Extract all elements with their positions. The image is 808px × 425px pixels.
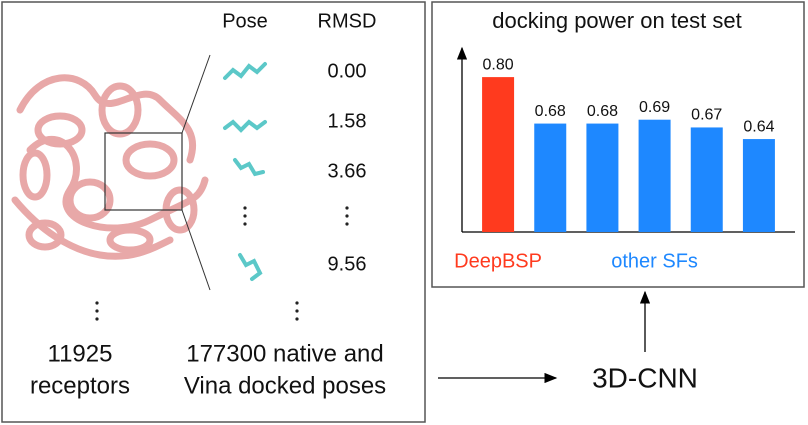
bar [638, 119, 671, 232]
zoom-line [181, 54, 211, 134]
value-label: 0.67 [691, 107, 722, 124]
group-label: other SFs [611, 250, 698, 272]
pose-label: Vina docked poses [184, 372, 386, 399]
ellipsis [95, 206, 349, 321]
inset-box [104, 132, 183, 211]
bar [482, 77, 515, 232]
bar [534, 123, 567, 232]
value-label: 0.68 [535, 103, 566, 120]
pose-header: Pose [222, 10, 268, 32]
zoom-line [181, 209, 211, 291]
rmsd-value: 0.00 [328, 60, 367, 82]
right-panel [431, 1, 805, 288]
chart-title: docking power on test set [492, 8, 741, 33]
rmsd-value: 1.58 [328, 110, 367, 132]
value-label: 0.68 [587, 103, 618, 120]
receptor-count: 11925 [48, 340, 113, 367]
poses [223, 62, 267, 281]
bar [586, 123, 619, 232]
receptor-label: receptors [30, 372, 130, 399]
group-label: DeepBSP [454, 250, 542, 272]
rmsd-value: 3.66 [328, 160, 367, 182]
value-label: 0.69 [639, 99, 670, 116]
protein [11, 74, 209, 260]
rmsd-value: 9.56 [328, 253, 367, 275]
pose-count: 177300 native and [186, 340, 384, 367]
model-name: 3D-CNN [592, 362, 698, 393]
bar [742, 139, 775, 232]
value-label: 0.80 [483, 56, 514, 73]
rmsd-header: RMSD [318, 10, 377, 32]
left-panel [1, 1, 426, 423]
value-label: 0.64 [743, 118, 774, 135]
bar [690, 127, 723, 232]
